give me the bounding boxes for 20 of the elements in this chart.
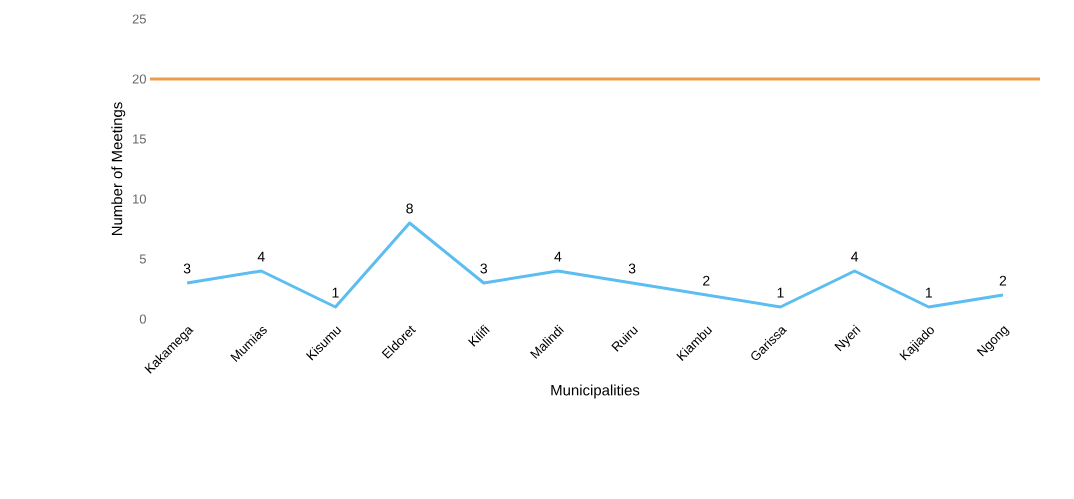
y-tick-label: 0 [139, 314, 146, 324]
data-label: 3 [480, 263, 488, 274]
data-label: 1 [925, 287, 932, 298]
y-tick-label: 25 [132, 14, 146, 24]
x-axis-title: Municipalities [551, 384, 640, 399]
data-label: 4 [257, 251, 265, 262]
y-tick-label: 10 [133, 194, 146, 204]
data-label: 4 [554, 251, 562, 262]
data-label: 2 [703, 275, 710, 286]
data-label: 8 [406, 203, 413, 214]
data-label: 3 [183, 263, 191, 274]
y-tick-label: 20 [132, 74, 146, 84]
y-tick-label: 5 [139, 254, 146, 264]
data-label: 3 [628, 263, 636, 274]
data-label: 1 [332, 287, 339, 298]
data-label: 4 [851, 251, 859, 262]
data-label: 1 [777, 287, 784, 298]
y-axis-title: Number of Meetings [111, 102, 126, 236]
data-label: 2 [999, 275, 1007, 286]
y-tick-label: 15 [133, 134, 146, 144]
